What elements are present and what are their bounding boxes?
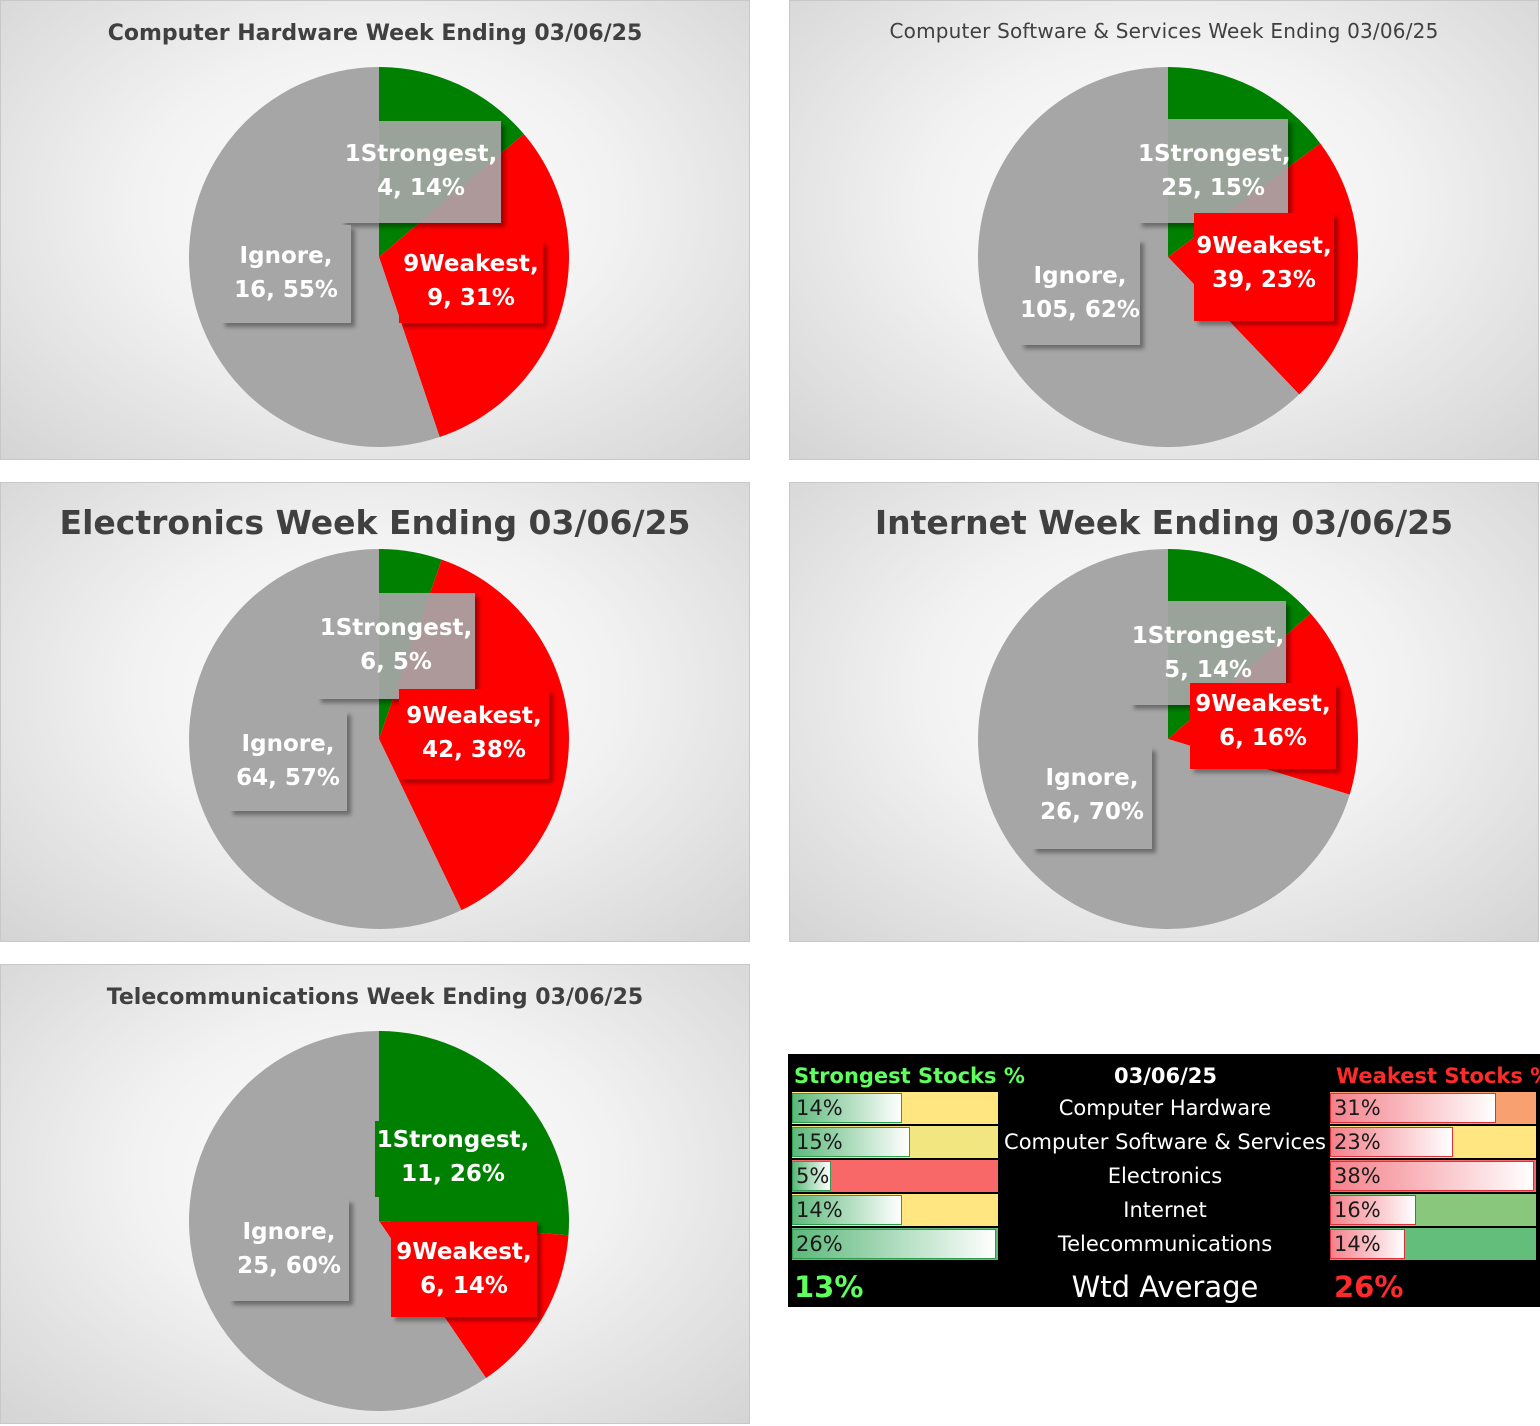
label-weakest: 9Weakest, 42, 38% bbox=[399, 689, 549, 779]
weak-bar bbox=[1330, 1093, 1497, 1123]
header-date: 03/06/25 bbox=[1114, 1064, 1218, 1088]
weak-bar bbox=[1330, 1127, 1454, 1157]
label-weakest: 9Weakest, 9, 31% bbox=[399, 241, 543, 323]
label-ignore: Ignore, 26, 70% bbox=[1032, 747, 1152, 849]
industry-name: Telecommunications bbox=[1057, 1232, 1273, 1256]
weak-value: 16% bbox=[1334, 1198, 1381, 1222]
label-strongest: 1Strongest, 6, 5% bbox=[317, 593, 475, 699]
header-strongest: Strongest Stocks % bbox=[794, 1064, 1025, 1088]
header-weakest: Weakest Stocks % bbox=[1336, 1064, 1540, 1088]
pie-chart-electronics bbox=[188, 549, 570, 929]
pie-chart-computer-hardware bbox=[189, 67, 569, 447]
strong-cell: 15% bbox=[792, 1126, 998, 1158]
chart-title: Telecommunications Week Ending 03/06/25 bbox=[106, 985, 644, 1010]
strong-bar bbox=[792, 1229, 996, 1259]
strong-value: 15% bbox=[796, 1130, 843, 1154]
chart-title: Internet Week Ending 03/06/25 bbox=[874, 503, 1454, 542]
label-ignore: Ignore, 16, 55% bbox=[221, 225, 351, 323]
weak-value: 31% bbox=[1334, 1096, 1381, 1120]
industry-name: Computer Software & Services bbox=[1004, 1130, 1326, 1154]
label-strongest: 1Strongest, 4, 14% bbox=[341, 121, 501, 223]
strong-value: 14% bbox=[796, 1198, 843, 1222]
summary-table: Strongest Stocks % 03/06/25 Weakest Stoc… bbox=[788, 1054, 1540, 1307]
weak-cell: 16% bbox=[1330, 1194, 1536, 1226]
footer-weak-average: 26% bbox=[1334, 1270, 1404, 1304]
weak-value: 38% bbox=[1334, 1164, 1381, 1188]
label-ignore: Ignore, 105, 62% bbox=[1020, 239, 1140, 345]
chart-title: Electronics Week Ending 03/06/25 bbox=[59, 503, 691, 542]
footer-label: Wtd Average bbox=[1071, 1270, 1259, 1304]
weak-bar bbox=[1330, 1195, 1416, 1225]
strong-cell: 14% bbox=[792, 1194, 998, 1226]
industry-name: Internet bbox=[1123, 1198, 1207, 1222]
label-strongest: 1Strongest, 11, 26% bbox=[375, 1121, 531, 1197]
weak-bar bbox=[1330, 1161, 1534, 1191]
weak-cell: 14% bbox=[1330, 1228, 1536, 1260]
industry-name: Electronics bbox=[1107, 1164, 1223, 1188]
strong-bar bbox=[792, 1093, 902, 1123]
chart-panel-computer-software: Computer Software & Services Week Ending… bbox=[789, 0, 1539, 460]
weak-value: 14% bbox=[1334, 1232, 1381, 1256]
strong-bar bbox=[792, 1195, 902, 1225]
strong-cell: 14% bbox=[792, 1092, 998, 1124]
weak-cell: 38% bbox=[1330, 1160, 1536, 1192]
strong-value: 26% bbox=[796, 1232, 843, 1256]
chart-panel-telecommunications: Telecommunications Week Ending 03/06/25 … bbox=[0, 964, 750, 1424]
strong-value: 14% bbox=[796, 1096, 843, 1120]
label-strongest: 1Strongest, 25, 15% bbox=[1138, 119, 1291, 223]
strong-bar bbox=[792, 1161, 832, 1191]
weak-value: 23% bbox=[1334, 1130, 1381, 1154]
label-ignore: Ignore, 64, 57% bbox=[229, 711, 347, 811]
footer-strong-average: 13% bbox=[794, 1270, 864, 1304]
chart-panel-electronics: Electronics Week Ending 03/06/25 1Strong… bbox=[0, 482, 750, 942]
strong-value: 5% bbox=[796, 1164, 830, 1188]
chart-panel-internet: Internet Week Ending 03/06/25 1Strongest… bbox=[789, 482, 1539, 942]
pie-chart-computer-software bbox=[978, 67, 1358, 447]
label-weakest: 9Weakest, 39, 23% bbox=[1194, 213, 1334, 321]
industry-name: Computer Hardware bbox=[1058, 1096, 1272, 1120]
chart-panel-computer-hardware: Computer Hardware Week Ending 03/06/25 1… bbox=[0, 0, 750, 460]
chart-title: Computer Software & Services Week Ending… bbox=[889, 19, 1439, 43]
weak-cell: 23% bbox=[1330, 1126, 1536, 1158]
label-ignore: Ignore, 25, 60% bbox=[229, 1199, 349, 1301]
weak-bar bbox=[1330, 1229, 1406, 1259]
strong-cell: 5% bbox=[792, 1160, 998, 1192]
strong-cell: 26% bbox=[792, 1228, 998, 1260]
weak-cell: 31% bbox=[1330, 1092, 1536, 1124]
label-weakest: 9Weakest, 6, 16% bbox=[1190, 683, 1336, 769]
pie-chart-internet bbox=[978, 549, 1358, 929]
strong-bar bbox=[792, 1127, 910, 1157]
label-weakest: 9Weakest, 6, 14% bbox=[391, 1221, 537, 1317]
chart-title: Computer Hardware Week Ending 03/06/25 bbox=[107, 21, 643, 46]
